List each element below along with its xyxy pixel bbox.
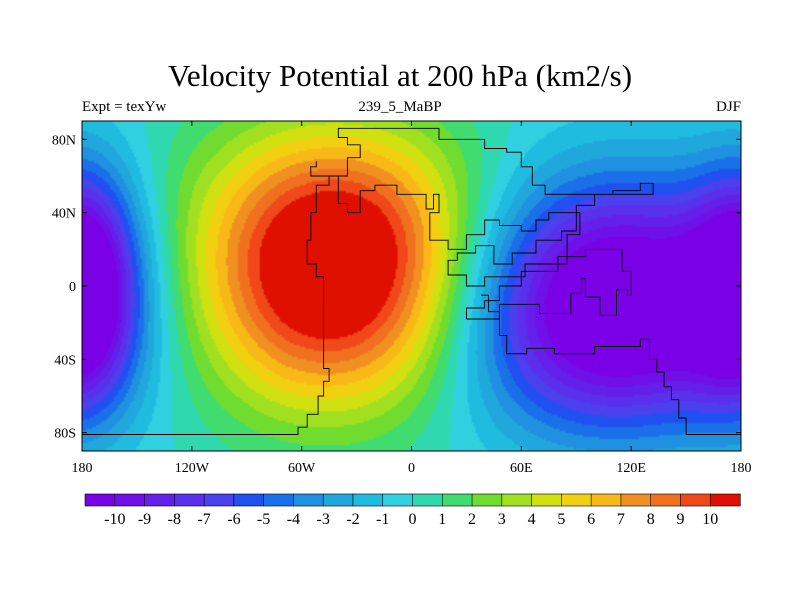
lon-tick-label: 180 <box>731 461 752 476</box>
colorbar-label: 7 <box>617 511 625 528</box>
colorbar-swatch <box>531 493 562 507</box>
colorbar-label: -9 <box>138 511 151 528</box>
colorbar-label: 4 <box>528 511 536 528</box>
colorbar: -10 -9 -8 -7 -6 -5 -4 -3 -2 -1 0 1 2 3 4 5 6 7 8 9 10 <box>84 493 741 528</box>
colorbar-swatch <box>382 493 414 507</box>
coastline-pangea-north <box>82 127 654 435</box>
colorbar-swatch <box>680 493 711 507</box>
colorbar-label: 2 <box>468 511 476 528</box>
colorbar-label: -4 <box>287 511 300 528</box>
colorbar-swatch <box>263 493 295 507</box>
lon-tick-label: 0 <box>408 461 415 476</box>
colorbar-swatch <box>709 493 741 507</box>
colorbar-label: -10 <box>104 511 125 528</box>
colorbar-swatch <box>144 493 175 507</box>
lon-tick-label: 60E <box>510 461 533 476</box>
colorbar-swatch <box>114 493 146 507</box>
colorbar-label: -1 <box>376 511 389 528</box>
colorbar-swatch <box>441 493 473 507</box>
colorbar-swatch <box>412 493 443 507</box>
colorbar-swatch <box>293 493 324 507</box>
lon-tick-label: 120W <box>175 461 210 476</box>
colorbar-swatch <box>561 493 592 507</box>
experiment-label: Expt = texYw <box>82 99 167 115</box>
colorbar-label: 9 <box>677 511 685 528</box>
season-label: DJF <box>715 99 741 115</box>
lon-tick-label: 180 <box>72 461 93 476</box>
colorbar-swatch <box>322 493 354 507</box>
colorbar-swatch <box>84 493 116 507</box>
colorbar-swatch <box>203 493 235 507</box>
colorbar-swatch <box>471 493 503 507</box>
colorbar-swatch <box>233 493 265 507</box>
lon-tick-label: 60W <box>288 461 316 476</box>
colorbar-swatch <box>590 493 622 507</box>
colorbar-label: 10 <box>702 511 718 528</box>
experiment-period-label: 239_5_MaBP <box>358 99 442 115</box>
colorbar-swatch <box>620 493 652 507</box>
colorbar-label: -5 <box>257 511 270 528</box>
lat-tick-label: 80S <box>54 427 76 442</box>
coastline-interior <box>465 248 632 320</box>
chart-title: Velocity Potential at 200 hPa (km2/s) <box>167 58 633 93</box>
colorbar-label: 3 <box>498 511 506 528</box>
colorbar-swatch <box>352 493 384 507</box>
colorbar-label: 8 <box>647 511 655 528</box>
colorbar-label: -7 <box>197 511 210 528</box>
lat-tick-label: 40S <box>54 353 76 368</box>
colorbar-label: -3 <box>317 511 330 528</box>
colorbar-swatch <box>650 493 682 507</box>
lat-tick-label: 80N <box>52 133 76 148</box>
colorbar-label: 1 <box>438 511 446 528</box>
colorbar-swatch <box>174 493 205 507</box>
velocity-potential-field <box>82 121 741 451</box>
colorbar-label: 0 <box>409 511 417 528</box>
lon-tick-label: 120E <box>616 461 646 476</box>
lat-tick-label: 0 <box>69 280 76 295</box>
coastline-pangea-south <box>481 294 741 435</box>
colorbar-label: -6 <box>227 511 240 528</box>
colorbar-label: 5 <box>557 511 565 528</box>
colorbar-swatch <box>501 493 533 507</box>
colorbar-label: 6 <box>587 511 595 528</box>
lat-tick-label: 40N <box>52 207 76 222</box>
colorbar-label: -2 <box>346 511 359 528</box>
colorbar-label: -8 <box>168 511 181 528</box>
